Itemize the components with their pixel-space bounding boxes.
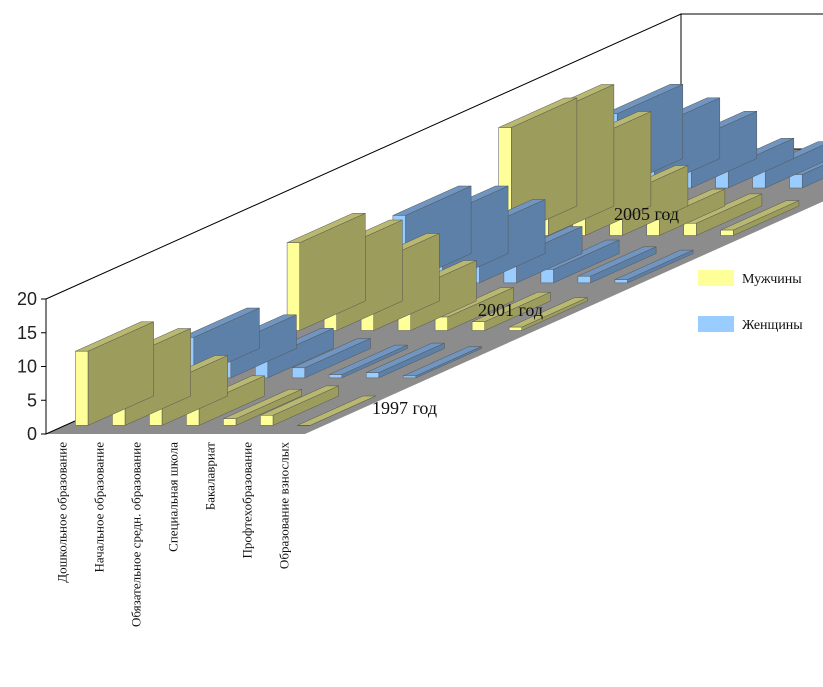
- bar-front: [683, 223, 697, 236]
- year-label: 2001 год: [478, 300, 543, 320]
- y-tick-label: 0: [27, 424, 37, 444]
- category-label: Специальная школа: [166, 442, 181, 552]
- legend-label: Женщины: [742, 318, 803, 333]
- bar: [720, 200, 800, 236]
- bar-front: [540, 269, 554, 284]
- depth-labels: 1997 год 2001 год 2005 год: [372, 204, 679, 418]
- bars: [75, 83, 823, 426]
- y-tick-label: 5: [27, 390, 37, 410]
- bar-front: [260, 415, 274, 426]
- bar: [498, 97, 578, 236]
- legend-swatch: [698, 270, 734, 286]
- year-label: 1997 год: [372, 398, 437, 418]
- bar: [297, 395, 376, 426]
- bar-front: [720, 229, 734, 236]
- bar: [260, 385, 339, 426]
- bar: [291, 338, 371, 379]
- y-tick-label: 20: [17, 289, 37, 309]
- category-label: Начальное образование: [92, 442, 107, 573]
- bar-front: [577, 275, 591, 284]
- year-label: 2005 год: [614, 204, 679, 224]
- bar: [328, 344, 408, 379]
- bar: [75, 321, 154, 426]
- bar: [614, 249, 694, 284]
- bar: [365, 342, 445, 379]
- legend-swatch: [698, 316, 734, 332]
- bar-front: [291, 367, 306, 379]
- y-axis: 0 5 10 15 20: [17, 289, 47, 444]
- category-label: Образование взнослых: [277, 442, 292, 570]
- category-label: Дошкольное образование: [55, 442, 70, 583]
- legend: Мужчины Женщины: [698, 270, 803, 333]
- bar: [286, 212, 366, 331]
- bar-front: [75, 350, 89, 426]
- bar: [402, 346, 482, 379]
- category-label: Бакалавриат: [203, 442, 218, 511]
- y-tick-label: 15: [17, 323, 37, 343]
- bar-front: [434, 316, 448, 331]
- bar-front: [365, 372, 380, 379]
- bar-front: [328, 374, 343, 379]
- bar-front: [508, 326, 522, 331]
- bar-front: [789, 174, 803, 189]
- bar: [471, 291, 551, 331]
- bar-front: [223, 418, 237, 426]
- bar-front: [614, 279, 628, 284]
- category-label: Обязательное средн. образование: [129, 442, 144, 627]
- legend-label: Мужчины: [742, 272, 802, 287]
- bar: [577, 246, 657, 284]
- bar: [223, 388, 302, 426]
- bar-front: [402, 375, 417, 379]
- bar-front: [471, 321, 485, 331]
- bar: [508, 297, 588, 331]
- category-label: Профтехобразование: [240, 442, 255, 559]
- y-tick-label: 10: [17, 357, 37, 377]
- category-labels: Дошкольное образование Начальное образова…: [55, 442, 292, 628]
